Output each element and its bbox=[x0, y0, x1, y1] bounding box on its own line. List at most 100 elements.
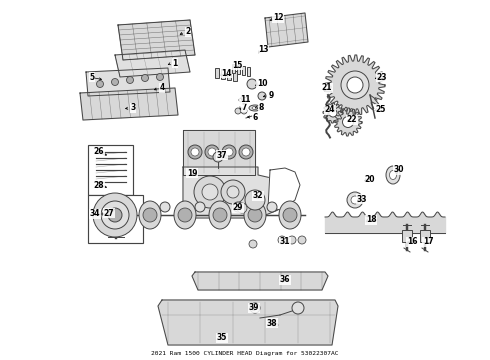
Polygon shape bbox=[325, 55, 385, 115]
Circle shape bbox=[247, 79, 257, 89]
Polygon shape bbox=[323, 103, 343, 123]
Circle shape bbox=[101, 201, 129, 229]
Text: 4: 4 bbox=[159, 84, 165, 93]
Circle shape bbox=[188, 145, 202, 159]
Polygon shape bbox=[265, 13, 308, 47]
Text: 10: 10 bbox=[257, 78, 267, 87]
Polygon shape bbox=[118, 20, 195, 60]
Circle shape bbox=[292, 302, 304, 314]
Circle shape bbox=[241, 108, 247, 114]
Ellipse shape bbox=[386, 166, 400, 184]
Circle shape bbox=[351, 196, 359, 204]
Circle shape bbox=[329, 109, 337, 117]
Text: 14: 14 bbox=[221, 68, 231, 77]
Circle shape bbox=[205, 145, 219, 159]
Bar bbox=[233, 71, 237, 81]
Circle shape bbox=[237, 203, 247, 213]
Circle shape bbox=[108, 208, 122, 222]
Circle shape bbox=[235, 108, 241, 114]
Circle shape bbox=[142, 75, 148, 81]
Circle shape bbox=[298, 236, 306, 244]
Bar bbox=[88, 195, 143, 243]
Text: 16: 16 bbox=[407, 238, 417, 247]
Text: 37: 37 bbox=[217, 150, 227, 159]
Circle shape bbox=[343, 117, 353, 127]
Circle shape bbox=[267, 202, 277, 212]
Circle shape bbox=[178, 208, 192, 222]
Text: 29: 29 bbox=[233, 203, 243, 212]
Ellipse shape bbox=[272, 323, 278, 327]
Text: 1: 1 bbox=[172, 58, 178, 68]
Circle shape bbox=[126, 77, 133, 84]
Text: 27: 27 bbox=[104, 208, 114, 217]
Circle shape bbox=[100, 194, 132, 226]
Ellipse shape bbox=[139, 201, 161, 229]
Bar bbox=[88, 145, 133, 195]
Circle shape bbox=[202, 184, 218, 200]
Circle shape bbox=[258, 92, 266, 100]
Polygon shape bbox=[183, 130, 255, 175]
Text: 36: 36 bbox=[280, 275, 290, 284]
Circle shape bbox=[156, 73, 164, 81]
Circle shape bbox=[250, 303, 260, 313]
Circle shape bbox=[112, 78, 119, 85]
Circle shape bbox=[242, 148, 250, 156]
Circle shape bbox=[343, 73, 367, 97]
Ellipse shape bbox=[252, 107, 258, 109]
Circle shape bbox=[191, 148, 199, 156]
Circle shape bbox=[233, 202, 243, 212]
Circle shape bbox=[97, 81, 103, 87]
Bar bbox=[221, 69, 225, 79]
Bar bbox=[247, 67, 250, 76]
Text: 39: 39 bbox=[249, 303, 259, 312]
Text: 19: 19 bbox=[187, 168, 197, 177]
Text: 9: 9 bbox=[269, 90, 273, 99]
Text: 13: 13 bbox=[258, 45, 268, 54]
Text: 23: 23 bbox=[377, 72, 387, 81]
Text: 31: 31 bbox=[280, 238, 290, 247]
Text: 15: 15 bbox=[232, 60, 242, 69]
Text: 22: 22 bbox=[347, 116, 357, 125]
Circle shape bbox=[213, 152, 223, 162]
Bar bbox=[237, 65, 240, 74]
Circle shape bbox=[93, 193, 137, 237]
Polygon shape bbox=[334, 108, 362, 136]
Circle shape bbox=[288, 236, 296, 244]
Circle shape bbox=[225, 148, 233, 156]
Circle shape bbox=[221, 180, 245, 204]
Text: 34: 34 bbox=[90, 210, 100, 219]
Text: 28: 28 bbox=[94, 180, 104, 189]
Bar bbox=[242, 66, 245, 75]
Text: 17: 17 bbox=[423, 238, 433, 247]
Circle shape bbox=[248, 208, 262, 222]
Circle shape bbox=[194, 176, 226, 208]
Ellipse shape bbox=[244, 201, 266, 229]
Polygon shape bbox=[80, 88, 178, 120]
Text: 6: 6 bbox=[252, 112, 258, 122]
Ellipse shape bbox=[249, 105, 261, 111]
Text: 2: 2 bbox=[185, 27, 191, 36]
Circle shape bbox=[239, 145, 253, 159]
Text: 20: 20 bbox=[365, 175, 375, 184]
Polygon shape bbox=[183, 167, 280, 218]
Polygon shape bbox=[115, 50, 190, 77]
Text: 12: 12 bbox=[273, 13, 283, 22]
Polygon shape bbox=[192, 272, 328, 290]
Text: 24: 24 bbox=[325, 105, 335, 114]
Circle shape bbox=[249, 240, 257, 248]
Circle shape bbox=[283, 208, 297, 222]
Circle shape bbox=[222, 145, 236, 159]
Polygon shape bbox=[86, 68, 170, 96]
Text: 11: 11 bbox=[240, 94, 250, 104]
Text: 5: 5 bbox=[90, 72, 95, 81]
Circle shape bbox=[208, 148, 216, 156]
Circle shape bbox=[227, 186, 239, 198]
Text: 38: 38 bbox=[267, 319, 277, 328]
Text: 18: 18 bbox=[366, 216, 376, 225]
Ellipse shape bbox=[279, 201, 301, 229]
Bar bbox=[215, 68, 219, 78]
Ellipse shape bbox=[209, 201, 231, 229]
Polygon shape bbox=[268, 168, 300, 210]
Polygon shape bbox=[158, 300, 338, 345]
Bar bbox=[402, 230, 412, 242]
